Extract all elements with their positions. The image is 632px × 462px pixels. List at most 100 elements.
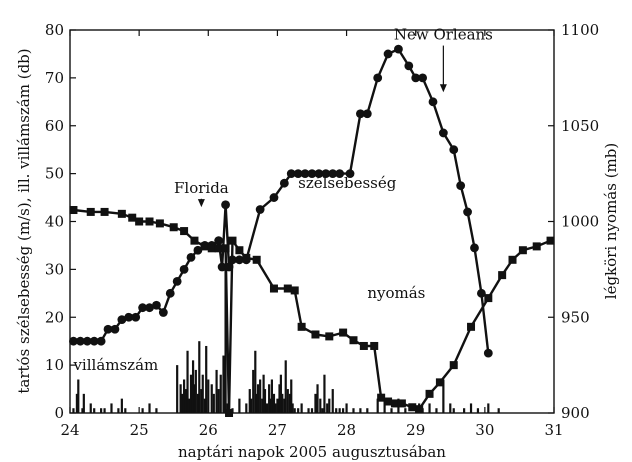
lightning-bar: [186, 350, 189, 413]
lightning-bar: [326, 403, 329, 413]
wind-speed-line: [73, 48, 490, 354]
lightning-bar: [290, 379, 293, 413]
lightning-bar: [323, 374, 326, 413]
wind-speed-point: [186, 253, 196, 262]
lightning-bar: [203, 398, 206, 413]
lightning-bar: [300, 403, 303, 413]
wind-speed-point: [328, 169, 338, 179]
lightning-bar: [293, 408, 296, 413]
wind-speed-point: [438, 128, 448, 138]
x-tick-label: 30: [475, 421, 494, 439]
pressure-point: [135, 217, 144, 226]
pressure-point: [86, 207, 95, 216]
wind-speed-point: [404, 61, 414, 71]
lightning-bar: [463, 408, 466, 413]
lightning-bar: [314, 393, 317, 413]
lightning-bar: [75, 393, 79, 413]
lightning-bar: [81, 408, 84, 413]
wind-speed-point: [362, 109, 372, 119]
y-left-tick-label: 70: [45, 69, 64, 87]
wind-speed-point: [228, 255, 237, 265]
pressure-point: [200, 242, 209, 251]
pressure-point: [532, 242, 541, 251]
lightning-bar: [476, 408, 480, 413]
lightning-bar: [254, 350, 257, 413]
lightning-bar: [255, 393, 258, 413]
lightning-bar: [176, 365, 179, 413]
pressure-point: [546, 236, 555, 245]
pressure-point: [415, 405, 424, 414]
wind-speed-point: [69, 336, 78, 346]
lightning-bar: [250, 398, 253, 413]
lightning-bar: [82, 393, 85, 413]
wind-speed-point: [411, 73, 421, 83]
lightning-bar: [274, 403, 277, 413]
lightning-bar: [77, 379, 80, 413]
lightning-bar: [321, 408, 324, 413]
pressure-point: [390, 399, 399, 408]
x-axis-title: naptári napok 2005 augusztusában: [178, 443, 446, 461]
lightning-bar: [205, 345, 208, 413]
wind-speed-point: [314, 169, 324, 179]
wind-speed-point: [449, 145, 459, 155]
pressure-point: [128, 213, 137, 222]
wind-speed-point: [117, 315, 127, 325]
lightning-bar: [352, 408, 355, 413]
annotation-label: New Orleans: [394, 26, 493, 44]
y-left-tick-label: 80: [45, 21, 64, 39]
y-left-tick-label: 60: [45, 117, 64, 135]
wind-speed-point: [145, 303, 154, 313]
lightning-bar: [268, 384, 271, 413]
pressure-point: [518, 246, 527, 255]
pressure-point: [325, 332, 334, 341]
pressure-point: [190, 236, 199, 245]
wind-speed-point: [307, 169, 317, 179]
y-right-tick-label: 1100: [561, 21, 599, 39]
wind-speed-point: [158, 308, 168, 317]
wind-speed-point: [286, 169, 296, 179]
lightning-bar: [201, 374, 204, 413]
lightning-bar: [278, 384, 281, 413]
x-tick-label: 27: [268, 421, 287, 439]
lightning-bars: [72, 269, 500, 413]
y-left-tick-label: 10: [45, 356, 64, 374]
lightning-bar: [184, 389, 187, 413]
y-right-tick-label: 1000: [561, 213, 599, 231]
pressure-point: [235, 246, 244, 255]
wind-speed-point: [255, 205, 265, 214]
wind-speed-point: [138, 303, 148, 313]
lightning-bar: [100, 408, 103, 413]
lightning-bar: [72, 408, 75, 413]
lightning-bar: [262, 374, 265, 413]
lightning-bar: [212, 393, 215, 413]
lightning-bar: [286, 389, 289, 413]
lightning-bar: [215, 369, 218, 413]
pressure-point: [145, 217, 154, 226]
lightning-bar: [269, 398, 272, 413]
wind-speed-point: [124, 312, 134, 322]
wind-speed-point: [428, 97, 438, 107]
wind-speed-point: [172, 276, 182, 286]
pressure-point: [155, 219, 164, 228]
annotation-label: nyomás: [367, 284, 425, 302]
lightning-bar: [281, 393, 284, 413]
lightning-bar: [200, 389, 203, 413]
pressure-point: [100, 207, 109, 216]
lightning-bar: [279, 374, 282, 413]
lightning-bar: [238, 398, 241, 413]
lightning-bar: [319, 398, 322, 413]
wind-speed-point: [383, 49, 393, 59]
wind-speed-point: [193, 245, 203, 255]
y-right-tick-label: 900: [561, 404, 590, 422]
lightning-bar: [261, 398, 264, 413]
lightning-bar: [284, 360, 287, 413]
lightning-bar: [404, 408, 407, 413]
lightning-bar: [256, 384, 260, 413]
lightning-bar: [93, 408, 96, 413]
lightning-bar: [210, 384, 213, 413]
x-tick-label: 31: [544, 421, 563, 439]
lightning-bar: [291, 403, 294, 413]
pressure-point: [290, 286, 299, 295]
pressure-point: [207, 244, 216, 253]
pressure-point: [214, 244, 223, 253]
